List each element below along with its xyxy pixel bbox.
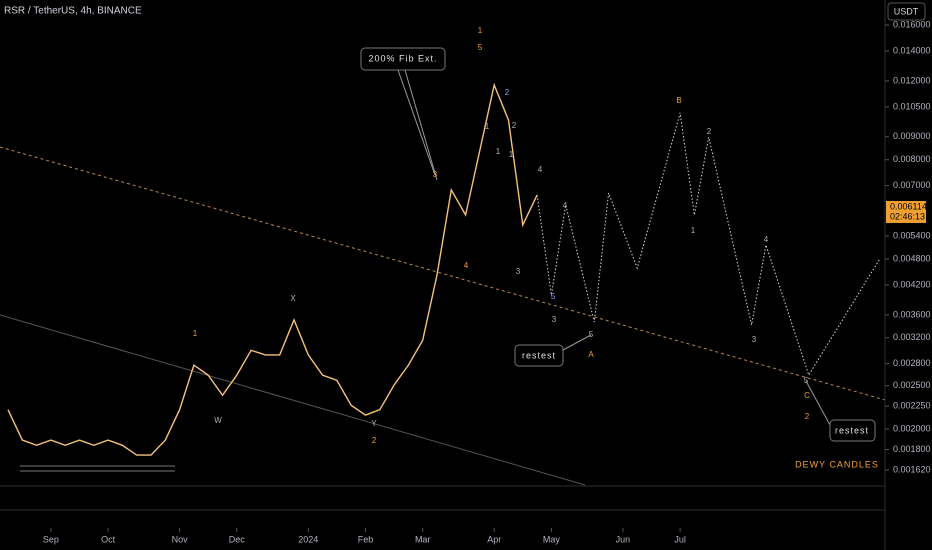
wave-label: 5 bbox=[551, 292, 556, 301]
y-tick-label: 0.005400 bbox=[893, 230, 931, 240]
y-tick-label: 0.003600 bbox=[893, 309, 931, 319]
callout-text: restest bbox=[522, 350, 556, 360]
y-tick-label: 0.002000 bbox=[893, 423, 931, 433]
y-tick-label: 0.007000 bbox=[893, 180, 931, 190]
wave-label: A bbox=[588, 350, 594, 359]
x-tick-label: Sep bbox=[43, 534, 59, 544]
wave-label: 2 bbox=[805, 412, 810, 421]
x-tick-label: May bbox=[543, 534, 561, 544]
x-tick-label: Dec bbox=[229, 534, 246, 544]
wave-label: 2 bbox=[372, 436, 377, 445]
wave-label: B bbox=[676, 96, 681, 105]
callout-text: restest bbox=[835, 425, 869, 435]
wave-label: 4 bbox=[764, 235, 769, 244]
y-tick-label: 0.002250 bbox=[893, 401, 931, 411]
arrow bbox=[562, 334, 592, 351]
callout-box bbox=[829, 419, 876, 442]
callout-box bbox=[514, 344, 564, 367]
wave-label: 5 bbox=[478, 43, 483, 52]
x-tick-label: Mar bbox=[415, 534, 431, 544]
projection-line bbox=[536, 112, 881, 377]
y-tick-label: 0.008000 bbox=[893, 154, 931, 164]
y-tick-label: 0.002500 bbox=[893, 380, 931, 390]
y-tick-label: 0.004200 bbox=[893, 279, 931, 289]
arrow bbox=[404, 69, 438, 181]
wave-label: 2 bbox=[512, 121, 517, 130]
wave-label: 2 bbox=[707, 127, 712, 136]
callout-text: 200% Fib Ext. bbox=[368, 53, 437, 63]
wave-label: 3 bbox=[516, 267, 521, 276]
wave-label: 2 bbox=[505, 88, 510, 97]
y-tick-label: 0.009000 bbox=[893, 131, 931, 141]
wave-label: 1 bbox=[691, 226, 696, 235]
watermark: DEWY CANDLES bbox=[795, 459, 879, 469]
y-tick-label: 0.001800 bbox=[893, 444, 931, 454]
price-tag-label: 0.006114 bbox=[890, 201, 927, 211]
wave-label: 1 bbox=[478, 26, 483, 35]
chart-title: RSR / TetherUS, 4h, BINANCE bbox=[4, 6, 142, 17]
wave-label: W bbox=[214, 416, 222, 425]
x-tick-label: Jul bbox=[674, 534, 686, 544]
wave-label: X bbox=[290, 294, 296, 303]
countdown-label: 02:46:13 bbox=[890, 211, 925, 221]
trend-line bbox=[0, 314, 586, 486]
wave-label: 1 bbox=[509, 150, 514, 159]
arrow bbox=[397, 69, 436, 176]
y-tick-label: 0.010500 bbox=[893, 101, 931, 111]
y-tick-label: 0.003200 bbox=[893, 332, 931, 342]
y-tick-label: 0.016000 bbox=[893, 19, 931, 29]
wave-label: 5 bbox=[804, 376, 809, 385]
currency-button[interactable] bbox=[887, 2, 926, 21]
wave-label: 3 bbox=[433, 170, 438, 179]
wave-label: 3 bbox=[552, 315, 557, 324]
x-tick-label: 2024 bbox=[298, 534, 318, 544]
wave-label: 5 bbox=[589, 330, 594, 339]
currency-label: USDT bbox=[894, 6, 919, 16]
arrow bbox=[805, 380, 831, 426]
wave-label: 1 bbox=[496, 147, 501, 156]
y-tick-label: 0.014000 bbox=[893, 45, 931, 55]
y-tick-label: 0.001620 bbox=[893, 464, 931, 474]
wave-label: Y bbox=[371, 419, 377, 428]
wave-label: 3 bbox=[752, 335, 757, 344]
x-tick-label: Oct bbox=[101, 534, 116, 544]
wave-label: 4 bbox=[464, 261, 469, 270]
wave-label: 1 bbox=[485, 122, 490, 131]
wave-label: 4 bbox=[538, 165, 543, 174]
y-tick-label: 0.002800 bbox=[893, 358, 931, 368]
x-tick-label: Jun bbox=[616, 534, 631, 544]
y-tick-label: 0.012000 bbox=[893, 75, 931, 85]
y-tick-label: 0.004800 bbox=[893, 253, 931, 263]
x-tick-label: Nov bbox=[172, 534, 189, 544]
price-line bbox=[7, 82, 538, 456]
x-tick-label: Feb bbox=[358, 534, 374, 544]
price-tag bbox=[886, 200, 926, 223]
wave-label: 1 bbox=[193, 329, 198, 338]
wave-label: 4 bbox=[563, 201, 568, 210]
wave-label: C bbox=[804, 391, 810, 400]
callout-box bbox=[360, 47, 446, 71]
x-tick-label: Apr bbox=[487, 534, 501, 544]
